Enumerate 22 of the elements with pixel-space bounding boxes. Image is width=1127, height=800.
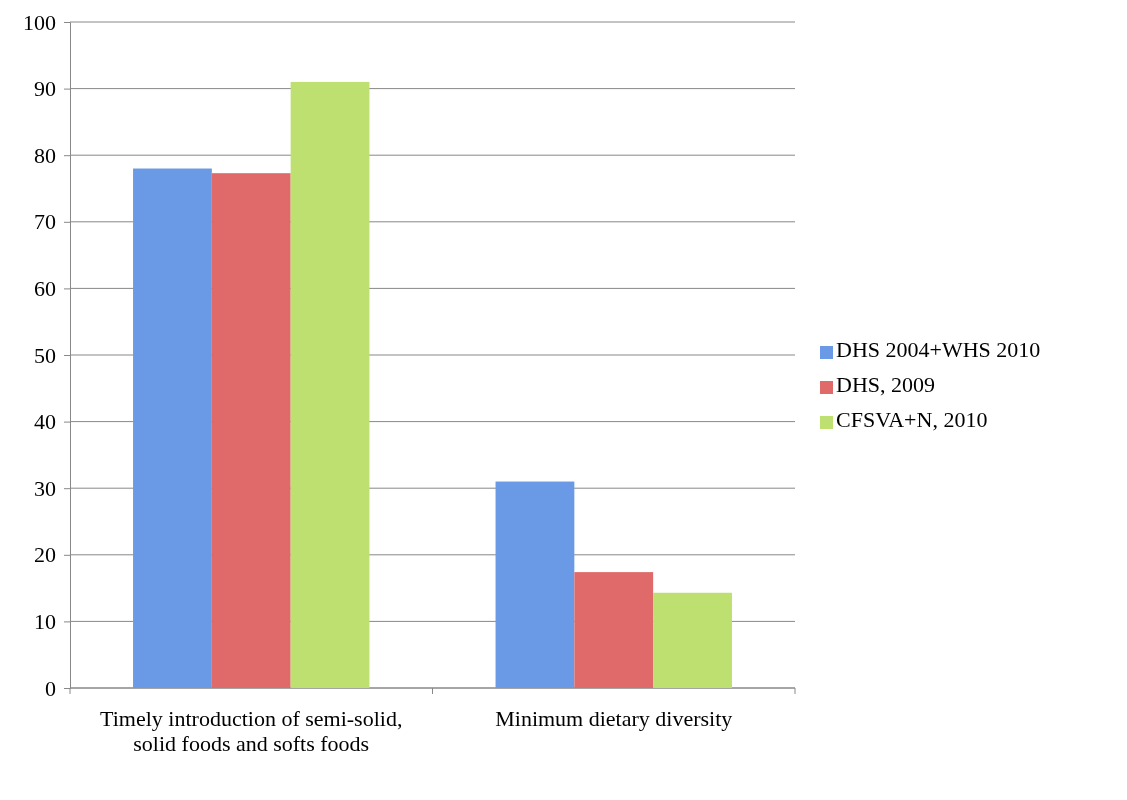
bar (290, 81, 370, 688)
y-tick-label: 0 (45, 675, 56, 701)
bar (495, 481, 575, 688)
bar (211, 173, 291, 688)
y-tick-label: 20 (34, 542, 56, 568)
y-tick-label: 80 (34, 142, 56, 168)
y-tick-label: 50 (34, 342, 56, 368)
y-tick-label: 90 (34, 76, 56, 102)
bar (133, 168, 212, 688)
y-tick-label: 40 (34, 409, 56, 435)
legend-label: DHS 2004+WHS 2010 (836, 337, 1041, 362)
bar (574, 572, 654, 688)
y-tick-label: 10 (34, 608, 56, 634)
bar (653, 592, 732, 688)
y-tick-label: 70 (34, 209, 56, 235)
legend-label: DHS, 2009 (836, 372, 936, 397)
x-tick-label: Timely introduction of semi-solid, solid foods and softs foods (100, 706, 403, 757)
y-tick-label: 60 (34, 275, 56, 301)
legend-label: CFSVA+N, 2010 (836, 407, 988, 432)
x-tick-label: Minimum dietary diversity (495, 706, 733, 731)
y-tick-label: 100 (23, 9, 56, 35)
y-tick-label: 30 (34, 475, 56, 501)
